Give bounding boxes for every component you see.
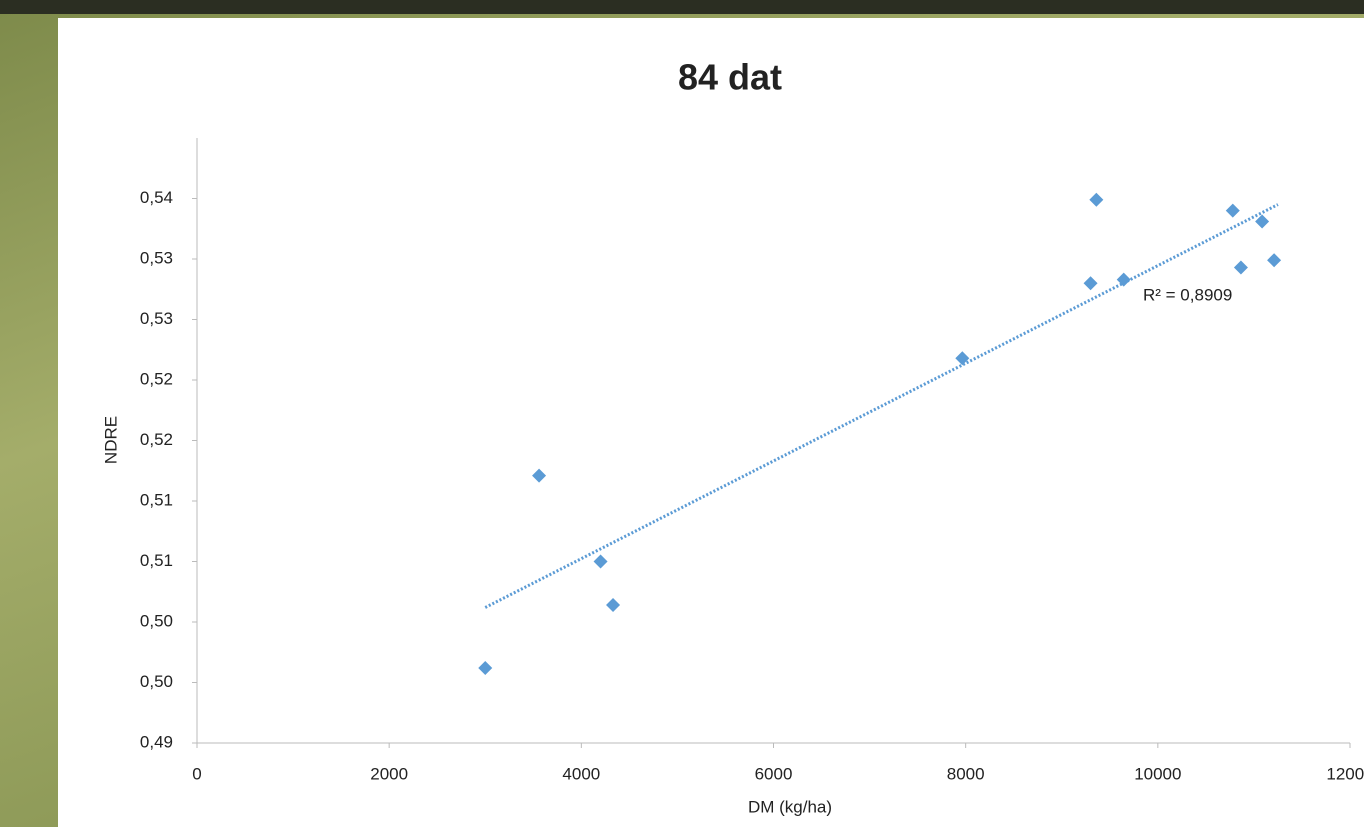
point xyxy=(1084,276,1098,290)
x-tick-label: 10000 xyxy=(1134,764,1181,783)
point xyxy=(606,598,620,612)
point xyxy=(1234,260,1248,274)
y-axis-label: NDRE xyxy=(101,416,120,464)
point xyxy=(1226,204,1240,218)
point xyxy=(1089,193,1103,207)
x-tick-label: 4000 xyxy=(562,764,600,783)
y-tick-label: 0,51 xyxy=(140,551,173,570)
x-tick-label: 12000 xyxy=(1326,764,1364,783)
chart-panel: 84 dat DM (kg/ha) NDRE 0,49 0,50 0,50 0,51 0… xyxy=(58,18,1364,827)
y-tick-label: 0,50 xyxy=(140,611,173,630)
y-tick-label: 0,53 xyxy=(140,309,173,328)
page: 84 dat DM (kg/ha) NDRE 0,49 0,50 0,50 0,51 0… xyxy=(0,0,1364,827)
x-tick-label: 8000 xyxy=(947,764,985,783)
x-tick-label: 0 xyxy=(192,764,201,783)
chart-title: 84 dat xyxy=(678,57,782,98)
point xyxy=(1117,273,1131,287)
y-tick-label: 0,52 xyxy=(140,430,173,449)
y-tick-label: 0,49 xyxy=(140,732,173,751)
y-tick-label: 0,53 xyxy=(140,248,173,267)
chart: 84 dat DM (kg/ha) NDRE 0,49 0,50 0,50 0,51 0… xyxy=(58,18,1364,827)
window-bar xyxy=(0,0,1364,14)
point xyxy=(478,661,492,675)
point xyxy=(532,469,546,483)
point xyxy=(594,555,608,569)
point xyxy=(1267,253,1281,267)
trendline-label: R² = 0,8909 xyxy=(1143,285,1232,304)
x-tick-label: 6000 xyxy=(755,764,793,783)
y-tick-label: 0,51 xyxy=(140,490,173,509)
trendline xyxy=(485,205,1278,608)
y-tick-label: 0,54 xyxy=(140,188,173,207)
x-axis-label: DM (kg/ha) xyxy=(748,797,832,816)
y-tick-label: 0,50 xyxy=(140,672,173,691)
x-tick-label: 2000 xyxy=(370,764,408,783)
y-tick-label: 0,52 xyxy=(140,369,173,388)
